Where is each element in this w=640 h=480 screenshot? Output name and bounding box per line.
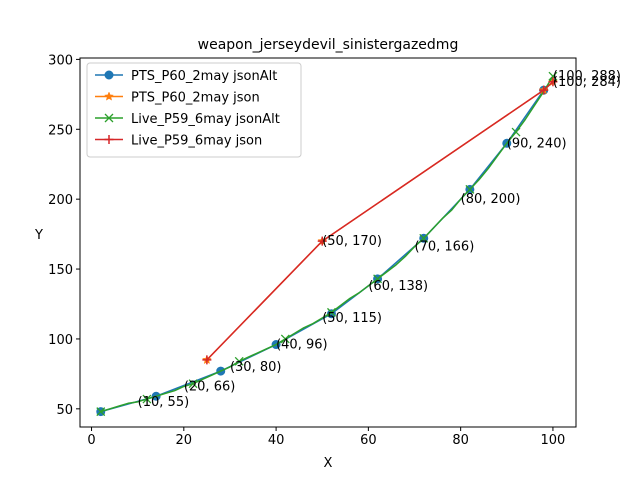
legend-label: PTS_P60_2may jsonAlt <box>131 69 277 84</box>
data-label: (90, 240) <box>507 136 567 151</box>
data-label: (100, 288) <box>553 69 621 84</box>
annotation-layer: (10, 55)(20, 66) (30, 80) (40, 96) (50, 115… <box>138 69 621 410</box>
data-point <box>317 236 327 246</box>
data-point <box>465 184 475 194</box>
data-point <box>188 379 198 389</box>
data-label: (50, 115) <box>322 311 382 326</box>
legend-item: Live_P59_6may jsonAlt <box>95 112 280 127</box>
y-axis: 50 100 150 200 250 300 <box>48 53 80 418</box>
plot-area <box>79 57 577 428</box>
chart-title: weapon_jerseydevil_sinistergazedmg <box>198 37 459 53</box>
data-point <box>373 274 383 284</box>
x-axis: 0 20 40 60 80 100 <box>87 427 565 448</box>
y-tick-label: 150 <box>48 263 73 278</box>
legend-item: PTS_P60_2may jsonAlt <box>95 69 277 84</box>
series-line <box>206 81 554 361</box>
y-axis-label: Y <box>34 228 43 243</box>
data-point <box>234 356 244 366</box>
legend-item: PTS_P60_2may json <box>95 91 260 106</box>
y-tick-label: 100 <box>48 333 73 348</box>
data-point <box>202 355 212 365</box>
y-tick-label: 200 <box>48 193 73 208</box>
data-point <box>104 91 114 101</box>
data-label: (70, 166) <box>415 240 475 255</box>
legend-box <box>86 62 302 158</box>
series-3 <box>202 77 558 365</box>
data-label: (40, 96) <box>276 338 328 353</box>
data-point <box>548 71 558 81</box>
data-label: (50, 170) <box>322 234 382 249</box>
series-layer <box>96 71 558 417</box>
legend-item: Live_P59_6may json <box>95 134 262 149</box>
data-point <box>104 135 114 144</box>
y-tick-label: 250 <box>48 123 73 138</box>
legend-label: Live_P59_6may json <box>131 134 262 149</box>
legend-label: Live_P59_6may jsonAlt <box>131 112 280 127</box>
data-point <box>96 407 106 417</box>
data-label: (100, 284) <box>553 75 621 90</box>
x-tick-label: 40 <box>268 433 285 448</box>
data-label: (20, 66) <box>184 379 236 394</box>
x-axis-label: X <box>324 456 333 471</box>
x-tick-label: 0 <box>87 433 95 448</box>
data-point <box>548 77 558 87</box>
data-point <box>511 127 521 137</box>
y-tick-label: 50 <box>56 403 73 418</box>
data-point <box>539 85 549 95</box>
data-point <box>104 70 114 80</box>
legend: PTS_P60_2may jsonAlt PTS_P60_2may json Liv… <box>86 62 302 158</box>
plot-frame <box>79 57 577 428</box>
y-tick-label: 300 <box>48 53 73 68</box>
series-2 <box>96 71 558 417</box>
x-tick-label: 60 <box>360 433 377 448</box>
data-label: (30, 80) <box>230 360 282 375</box>
data-point <box>280 334 290 344</box>
data-point <box>419 233 429 243</box>
data-point <box>142 394 152 404</box>
data-label: (80, 200) <box>461 192 521 207</box>
data-point <box>104 113 114 123</box>
data-point <box>327 307 336 317</box>
legend-label: PTS_P60_2may json <box>131 91 260 106</box>
data-label: (10, 55) <box>138 395 190 410</box>
x-tick-label: 20 <box>176 433 193 448</box>
series-line <box>100 75 554 413</box>
x-tick-label: 80 <box>452 433 469 448</box>
x-tick-label: 100 <box>541 433 566 448</box>
data-label: (60, 138) <box>368 279 428 294</box>
